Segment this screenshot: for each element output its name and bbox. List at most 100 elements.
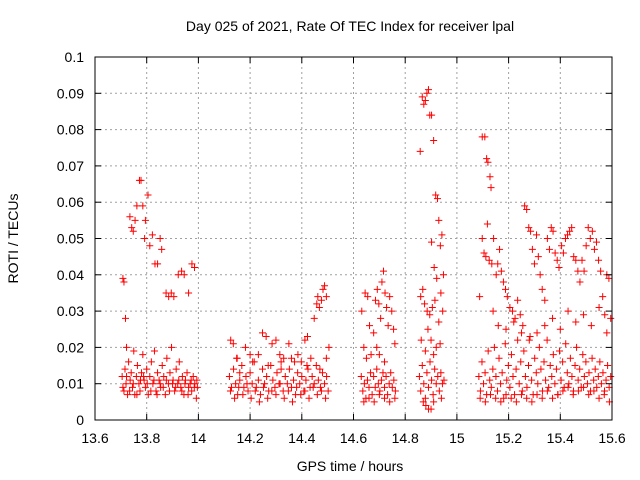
data-point xyxy=(297,391,305,399)
data-point xyxy=(178,387,186,395)
data-point xyxy=(297,358,305,366)
data-point xyxy=(438,231,446,239)
data-point xyxy=(154,369,162,377)
data-point xyxy=(515,380,523,388)
data-point xyxy=(476,394,484,402)
data-point xyxy=(375,300,383,308)
data-point xyxy=(423,369,431,377)
data-point xyxy=(487,391,495,399)
data-point xyxy=(232,380,240,388)
data-point xyxy=(302,376,310,384)
data-point xyxy=(501,340,509,348)
data-point xyxy=(381,394,389,402)
data-point xyxy=(284,387,292,395)
data-point xyxy=(511,314,519,322)
data-point xyxy=(324,387,332,395)
data-point xyxy=(486,173,494,181)
data-point xyxy=(370,329,378,337)
data-point xyxy=(503,376,511,384)
data-point xyxy=(175,358,183,366)
grid xyxy=(95,57,612,420)
data-point xyxy=(531,354,539,362)
data-point xyxy=(325,343,333,351)
data-point xyxy=(359,387,367,395)
data-point xyxy=(146,242,154,250)
data-point xyxy=(590,387,598,395)
data-point xyxy=(390,376,398,384)
data-point xyxy=(310,380,318,388)
data-point xyxy=(313,300,321,308)
data-point xyxy=(579,351,587,359)
data-point xyxy=(545,245,553,253)
data-point xyxy=(438,380,446,388)
data-point xyxy=(433,274,441,282)
data-point xyxy=(506,303,514,311)
data-point xyxy=(143,380,151,388)
data-point xyxy=(525,362,533,370)
data-point xyxy=(516,311,524,319)
data-point xyxy=(519,322,527,330)
data-point xyxy=(377,376,385,384)
data-point xyxy=(268,387,276,395)
data-point xyxy=(418,362,426,370)
y-tick-label: 0.03 xyxy=(57,303,84,319)
data-point xyxy=(599,369,607,377)
data-point xyxy=(271,383,279,391)
data-point xyxy=(301,336,309,344)
x-tick-label: 15 xyxy=(449,430,465,446)
data-point xyxy=(293,383,301,391)
data-point xyxy=(494,260,502,268)
data-point xyxy=(321,380,329,388)
data-point xyxy=(360,343,368,351)
data-point xyxy=(430,136,438,144)
data-point xyxy=(362,354,370,362)
data-point xyxy=(239,391,247,399)
data-point xyxy=(231,394,239,402)
data-point xyxy=(317,296,325,304)
x-tick-label: 15.4 xyxy=(547,430,574,446)
data-point xyxy=(492,271,500,279)
data-point xyxy=(607,372,615,380)
data-point xyxy=(599,293,607,301)
x-tick-label: 14.4 xyxy=(288,430,315,446)
data-point xyxy=(490,235,498,242)
data-point xyxy=(165,387,173,395)
data-point xyxy=(122,314,130,322)
data-point xyxy=(528,376,536,384)
data-point xyxy=(251,387,259,395)
data-point xyxy=(128,383,136,391)
data-point xyxy=(492,372,500,380)
data-point xyxy=(489,365,497,373)
data-point xyxy=(277,365,285,373)
data-point xyxy=(549,227,557,235)
data-point xyxy=(138,369,146,377)
data-point xyxy=(476,387,484,395)
data-point xyxy=(365,394,373,402)
data-point xyxy=(428,303,436,311)
data-point xyxy=(276,351,284,359)
data-point xyxy=(439,271,447,279)
data-point xyxy=(420,100,428,108)
data-point xyxy=(290,376,298,384)
data-point xyxy=(501,285,509,293)
data-point xyxy=(481,398,489,406)
data-point xyxy=(183,369,191,377)
data-point xyxy=(481,369,489,377)
data-point xyxy=(559,358,567,366)
data-point xyxy=(121,365,129,373)
data-point xyxy=(178,267,186,275)
data-point xyxy=(122,380,130,388)
data-point xyxy=(496,245,504,253)
data-point xyxy=(481,133,489,141)
data-point xyxy=(305,394,313,402)
data-point xyxy=(576,365,584,373)
data-point xyxy=(242,372,250,380)
data-point xyxy=(604,362,612,370)
x-tick-label: 15.2 xyxy=(495,430,522,446)
data-point xyxy=(488,260,496,268)
data-point xyxy=(545,383,553,391)
data-point xyxy=(244,387,252,395)
data-point xyxy=(241,343,249,351)
data-point xyxy=(530,260,538,268)
